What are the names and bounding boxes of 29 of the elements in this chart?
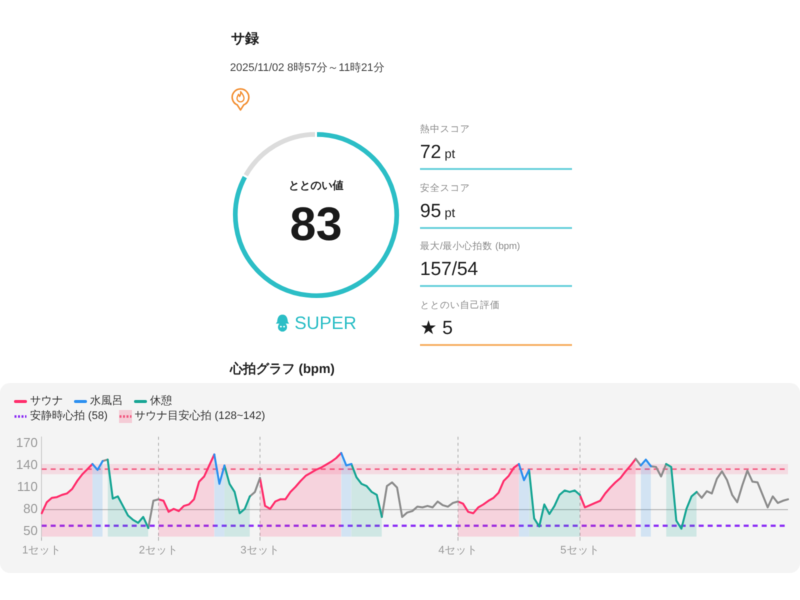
text: 安全スコア [420,182,470,194]
y-tick-label: 110 [16,479,38,494]
x-tick-label: 1セット [22,544,62,556]
text: ★ 5 [420,318,453,338]
text: ととのい値 [288,179,344,193]
x-tick-label: 2セット [138,544,178,556]
y-tick-label: 50 [23,523,38,538]
legend-label: 休憩 [150,394,172,409]
data-label: 83 [290,196,342,250]
text: 157/54 [420,259,478,280]
y-tick-label: 140 [16,457,38,472]
text: 熱中スコア [420,124,470,136]
text: 2025/11/02 8時57分～11時21分 [230,61,384,75]
x-tick-label: 5セット [560,544,600,556]
text: サ録 [231,29,259,47]
legend-label: サウナ目安心拍 (128~142) [134,409,266,424]
text: SUPER [294,312,356,334]
legend-label: サウナ [30,394,63,409]
text: 最大/最小心拍数 (bpm) [420,241,520,253]
legend-label: 安静時心拍 (58) [30,409,108,424]
chart-title: 心拍グラフ (bpm) [230,361,335,377]
y-tick-label: 80 [23,501,38,516]
text: ととのい自己評価 [420,300,500,312]
text: 72 pt [420,142,456,163]
y-tick-label: 170 [16,434,38,450]
text: 95 pt [420,200,456,222]
x-tick-label: 4セット [438,544,478,556]
legend-label: 水風呂 [90,394,123,409]
x-tick-label: 3セット [240,544,280,556]
